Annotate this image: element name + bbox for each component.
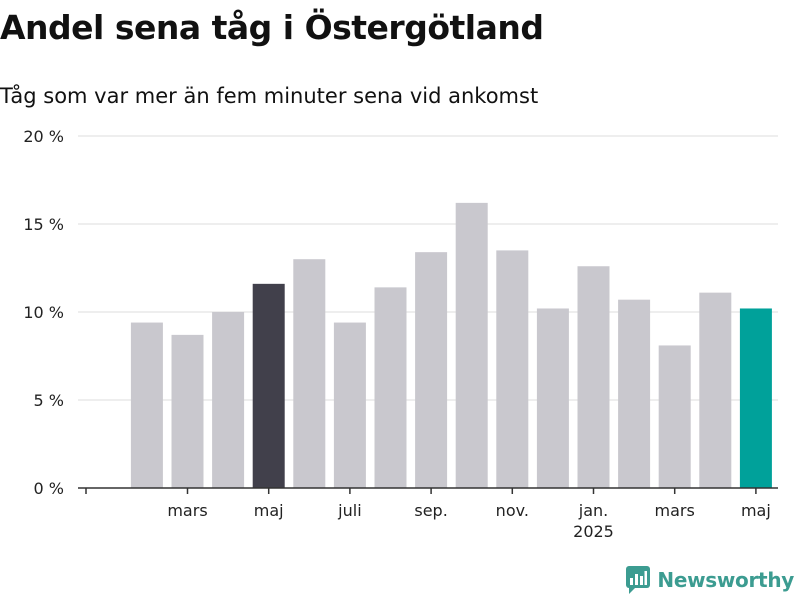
bar-2025-04 [699,292,732,488]
x-tick-label: mars [167,501,207,520]
chart-subtitle: Tåg som var mer än fem minuter sena vid … [0,84,539,108]
x-tick-label: juli [337,501,361,520]
bar-2024-06 [293,259,326,488]
bar-2024-08 [374,287,407,488]
bar-2025-03 [658,345,691,488]
y-tick-label: 20 % [23,127,64,146]
bar-2025-02 [618,299,651,488]
x-tick-label: sep. [414,501,447,520]
bar-2024-07 [333,322,366,488]
tick-labels: 0 % 5 % 10 % 15 % 20 % mars maj juli sep. nov. jan… [23,127,770,541]
x-tick-label: maj [741,501,771,520]
y-tick-label: 15 % [23,215,64,234]
bar-2024-03 [171,334,204,488]
y-tick-label: 10 % [23,303,64,322]
bars [130,202,772,488]
x-tick-label: maj [254,501,284,520]
y-tick-label: 0 % [34,479,64,498]
bar-2024-12 [536,308,569,488]
chart-title: Andel sena tåg i Östergötland [0,8,544,47]
bar-2024-05 [252,283,285,488]
bar-2025-01 [577,266,610,488]
bar-2025-05 [739,308,772,488]
bar-2024-10 [455,202,488,488]
y-tick-label: 5 % [34,391,64,410]
bar-2024-04 [212,312,245,488]
newsworthy-logo-icon [626,566,651,594]
bar-2024-02 [130,322,163,488]
bar-2024-09 [415,252,448,488]
x-tick-label: jan. [578,501,608,520]
bar-2024-11 [496,250,529,488]
x-tick-year-label: 2025 [573,522,614,541]
x-axis [78,487,778,494]
x-tick-label: nov. [496,501,529,520]
brand-logo: Newsworthy [625,565,794,595]
x-tick-label: mars [655,501,695,520]
brand-name: Newsworthy [657,568,794,592]
